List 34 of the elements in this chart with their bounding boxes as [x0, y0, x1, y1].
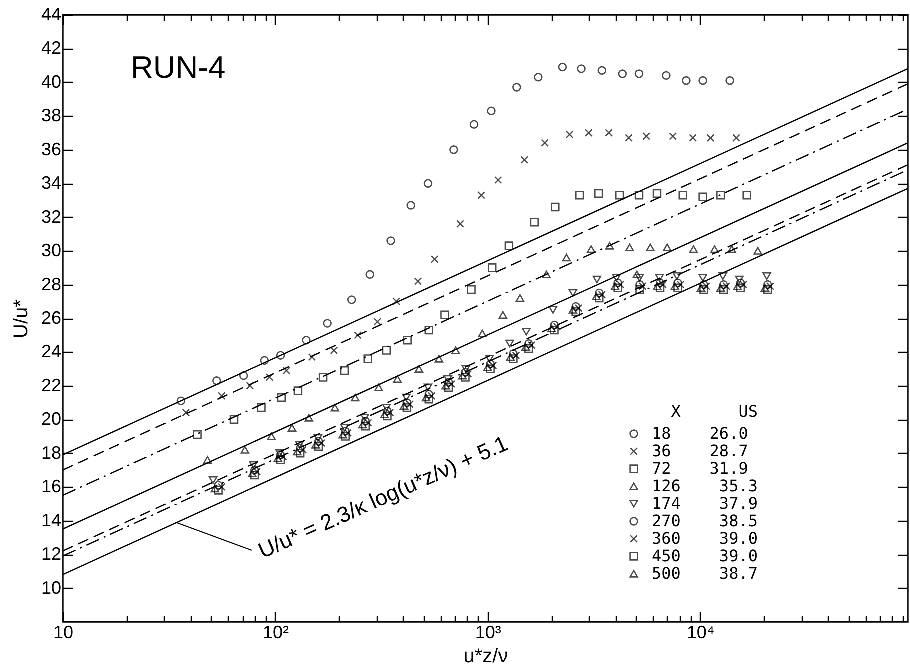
y-axis-title: U/u*: [10, 299, 32, 338]
legend-label: 174 37.9: [652, 494, 758, 513]
annotation: RUN-4: [131, 50, 226, 85]
y-tick-label: 14: [41, 510, 62, 530]
legend-label: 72 31.9: [652, 459, 748, 478]
y-tick-label: 10: [41, 578, 62, 598]
y-tick-label: 26: [41, 308, 62, 328]
x-axis-title: u*z/ν: [464, 646, 508, 664]
x-tick-label: 10²: [262, 622, 289, 642]
legend-label: 270 38.5: [652, 512, 758, 530]
legend-label: 360 39.0: [652, 529, 758, 548]
x-tick-label: 10³: [475, 622, 502, 642]
y-tick-label: 32: [41, 206, 62, 227]
y-tick-label: 18: [41, 442, 62, 463]
y-tick-label: 30: [41, 240, 62, 261]
legend-label: 126 35.3: [652, 476, 758, 496]
y-tick-label: 24: [41, 342, 62, 362]
x-tick-label: 10⁴: [686, 622, 715, 642]
y-tick-label: 42: [41, 38, 62, 58]
y-tick-label: 16: [41, 476, 62, 497]
y-tick-label: 12: [41, 544, 62, 564]
y-tick-label: 34: [41, 173, 62, 194]
legend-label: 36 28.7: [652, 442, 748, 460]
legend-label: 500 38.7: [652, 564, 758, 583]
legend-title: X US: [671, 402, 758, 421]
y-tick-label: 44: [41, 4, 62, 24]
y-tick-label: 38: [41, 106, 62, 126]
y-tick-label: 22: [41, 375, 62, 396]
legend-label: 450 39.0: [652, 546, 758, 566]
y-tick-label: 28: [41, 274, 62, 294]
legend-label: 18 26.0: [652, 424, 748, 443]
y-tick-label: 20: [41, 409, 62, 430]
y-tick-label: 40: [41, 72, 62, 92]
y-tick-label: 36: [41, 139, 62, 160]
